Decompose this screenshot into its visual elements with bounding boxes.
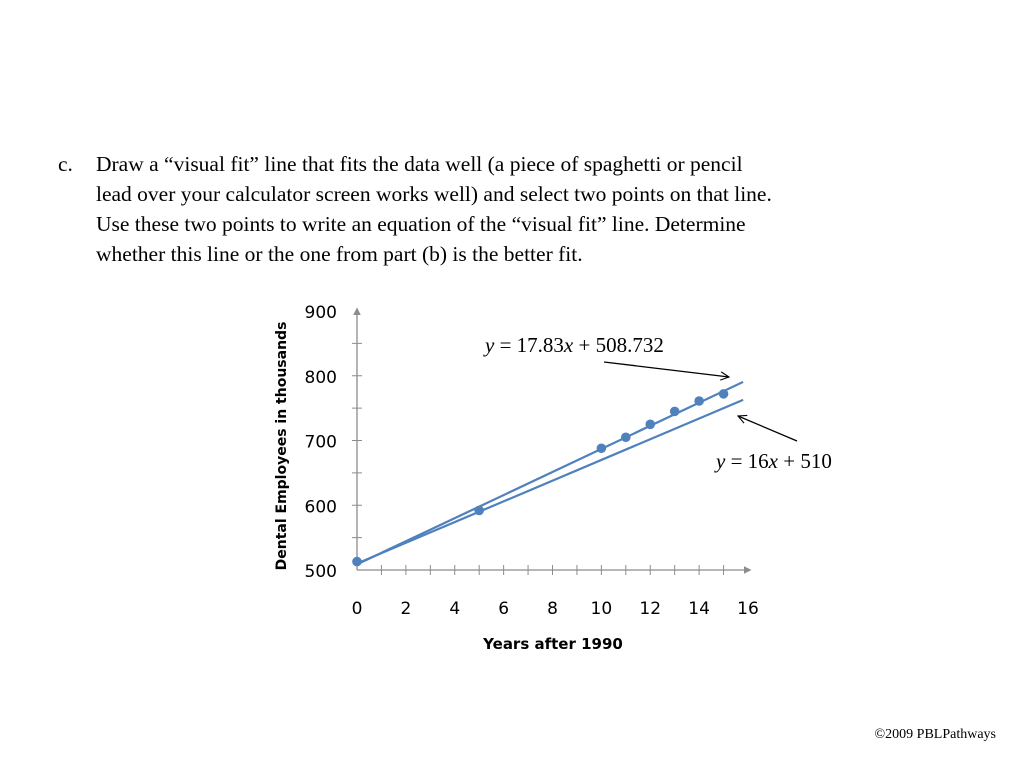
x-tick-label: 0 — [352, 599, 363, 619]
y-tick-label: 700 — [305, 433, 337, 453]
data-point — [669, 406, 680, 417]
x-axis-title: Years after 1990 — [482, 635, 623, 653]
x-tick-label: 14 — [688, 599, 710, 619]
x-tick-label: 12 — [639, 599, 661, 619]
x-tick-label: 2 — [400, 599, 411, 619]
data-point — [596, 443, 607, 454]
problem-line-4: whether this line or the one from part (… — [96, 242, 583, 266]
data-point — [645, 419, 656, 430]
axes — [352, 307, 752, 575]
x-tick-label: 8 — [547, 599, 558, 619]
data-point — [621, 432, 631, 443]
copyright-notice: ©2009 PBLPathways — [874, 727, 996, 742]
data-point — [474, 505, 484, 516]
y-axis-title: Dental Employees in thousands — [274, 322, 290, 571]
problem-line-1: Draw a “visual fit” line that fits the d… — [96, 152, 743, 176]
y-tick-label: 800 — [305, 368, 337, 388]
x-tick-label: 4 — [449, 599, 460, 619]
problem-line-2: lead over your calculator screen works w… — [96, 182, 772, 206]
fit-line-upper — [356, 380, 744, 566]
data-point — [694, 396, 704, 406]
data-point — [718, 389, 729, 399]
data-points — [352, 389, 729, 567]
data-point — [352, 556, 362, 567]
x-tick-label: 10 — [591, 599, 613, 619]
equation-lower: y = 16x + 510 — [714, 449, 832, 473]
equation-annotations: y = 17.83x + 508.732 y = 16x + 510 — [483, 333, 832, 473]
problem-marker: c. — [58, 152, 73, 176]
axis-labels: 500 600 700 800 900 0 2 4 6 8 10 12 14 16 Years after … — [274, 303, 759, 653]
problem-text: Draw a “visual fit” line that fits the d… — [96, 149, 772, 269]
fit-lines — [356, 380, 744, 566]
x-tick-label: 16 — [737, 599, 759, 619]
callout-arrow-upper — [603, 361, 729, 377]
problem-line-3: Use these two points to write an equatio… — [96, 212, 746, 236]
equation-upper: y = 17.83x + 508.732 — [483, 333, 664, 357]
y-tick-label: 500 — [305, 562, 337, 582]
y-tick-label: 600 — [305, 497, 337, 517]
callout-arrow-lower — [738, 416, 798, 442]
fit-line-lower — [356, 398, 744, 565]
y-tick-label: 900 — [305, 303, 337, 323]
x-tick-label: 6 — [498, 599, 509, 619]
